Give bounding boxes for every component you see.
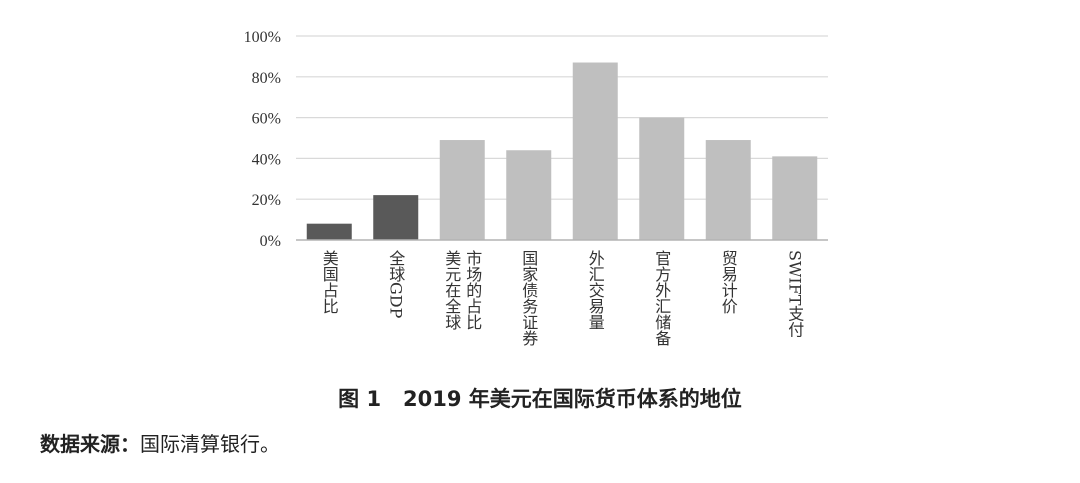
x-tick-label: 美国占比 (320, 250, 339, 314)
x-tick-label: 全球GDP (386, 250, 405, 319)
bar-1 (306, 223, 352, 240)
x-tick-label-line: 外汇交易量 (586, 250, 605, 330)
bar-6 (639, 117, 685, 240)
x-tick-label-line: 官方外汇储备 (652, 250, 671, 346)
x-tick-label: 外汇交易量 (586, 250, 605, 330)
x-tick-label-line: SWIFT支付 (785, 250, 804, 339)
x-tick-label-line: 市场的占比 (463, 250, 482, 330)
y-tick-label: 0% (260, 233, 281, 250)
y-tick-label: 60% (252, 111, 281, 128)
x-tick-label: SWIFT支付 (785, 250, 804, 339)
y-tick-label: 100% (244, 29, 281, 46)
x-tick-label-line: 美元在全球 (442, 250, 461, 330)
bars (306, 62, 818, 240)
x-tick-label-line: 美国占比 (320, 250, 339, 314)
bar-5 (572, 62, 618, 240)
bar-2 (373, 195, 419, 240)
figure-title: 2019 年美元在国际货币体系的地位 (403, 387, 742, 411)
y-tick-label: 80% (252, 70, 281, 87)
bar-8 (772, 156, 818, 240)
x-tick-label-line: 国家债务证券 (519, 250, 538, 347)
source-label: 数据来源： (40, 432, 140, 456)
y-tick-label: 40% (252, 151, 281, 168)
x-tick-label: 国家债务证券 (519, 250, 538, 347)
bar-3 (439, 140, 485, 240)
data-source-note: 数据来源：国际清算银行。 (40, 428, 280, 457)
bar-7 (705, 140, 751, 240)
bar-chart: 0%20%40%60%80%100% 美国占比 全球GDP 美元在全球 市场的占比 国家… (244, 29, 828, 347)
x-tick-label: 官方外汇储备 (652, 250, 671, 346)
figure-caption: 图 1 2019 年美元在国际货币体系的地位 (0, 383, 1080, 413)
x-axis-category-labels: 美国占比 全球GDP 美元在全球 市场的占比 国家债务证券 外汇交易量 官方外汇储备 贸易计价… (320, 250, 805, 347)
x-tick-label-line: 全球GDP (386, 250, 405, 319)
x-tick-label: 美元在全球 市场的占比 (442, 250, 482, 330)
y-tick-label: 20% (252, 192, 281, 209)
bar-4 (506, 150, 552, 240)
x-tick-label: 贸易计价 (719, 250, 738, 314)
y-axis-tick-labels: 0% 20% 40% 60% 80% 100% (244, 29, 281, 250)
source-text: 国际清算银行。 (140, 432, 280, 456)
x-tick-label-line: 贸易计价 (719, 250, 738, 314)
figure-number: 图 1 (338, 387, 382, 411)
